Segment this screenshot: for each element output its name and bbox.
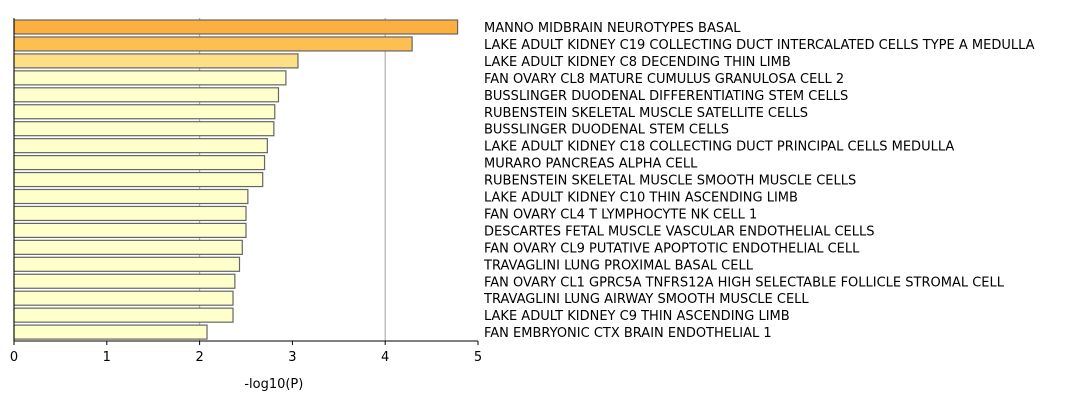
x-tick-label: 2 bbox=[195, 350, 203, 365]
bar bbox=[13, 104, 276, 120]
category-label: RUBENSTEIN SKELETAL MUSCLE SATELLITE CEL… bbox=[484, 106, 808, 121]
bar bbox=[13, 171, 264, 188]
category-label: TRAVAGLINI LUNG AIRWAY SMOOTH MUSCLE CEL… bbox=[483, 292, 809, 307]
bar bbox=[13, 70, 287, 86]
category-label: LAKE ADULT KIDNEY C10 THIN ASCENDING LIM… bbox=[484, 191, 798, 206]
bar bbox=[13, 121, 275, 137]
bar bbox=[13, 188, 249, 205]
category-label: DESCARTES FETAL MUSCLE VASCULAR ENDOTHEL… bbox=[484, 224, 875, 239]
category-label: FAN EMBRYONIC CTX BRAIN ENDOTHELIAL 1 bbox=[484, 326, 772, 341]
bar bbox=[13, 239, 243, 255]
bar bbox=[13, 256, 241, 272]
category-label: RUBENSTEIN SKELETAL MUSCLE SMOOTH MUSCLE… bbox=[484, 174, 856, 189]
bar bbox=[13, 324, 208, 340]
x-axis-ticks: 0 1 2 3 4 5 bbox=[10, 341, 482, 365]
bar bbox=[13, 290, 234, 306]
category-label: TRAVAGLINI LUNG PROXIMAL BASAL CELL bbox=[483, 258, 754, 273]
bar bbox=[13, 138, 268, 154]
category-label: LAKE ADULT KIDNEY C19 COLLECTING DUCT IN… bbox=[484, 38, 1035, 53]
y-axis-category-labels: MANNO MIDBRAIN NEUROTYPES BASAL LAKE ADUL… bbox=[483, 21, 1035, 341]
category-label: FAN OVARY CL4 T LYMPHOCYTE NK CELL 1 bbox=[484, 207, 757, 222]
x-tick-label: 0 bbox=[10, 350, 18, 365]
bar bbox=[13, 205, 247, 222]
bars bbox=[13, 19, 459, 340]
category-label: LAKE ADULT KIDNEY C9 THIN ASCENDING LIMB bbox=[484, 309, 790, 324]
category-label: LAKE ADULT KIDNEY C18 COLLECTING DUCT PR… bbox=[484, 140, 954, 155]
bar bbox=[13, 155, 266, 171]
category-label: FAN OVARY CL9 PUTATIVE APOPTOTIC ENDOTHE… bbox=[484, 241, 860, 256]
bar bbox=[13, 307, 234, 323]
category-label: BUSSLINGER DUODENAL STEM CELLS bbox=[484, 123, 729, 138]
bar bbox=[13, 19, 459, 35]
category-label: FAN OVARY CL1 GPRC5A TNFRS12A HIGH SELEC… bbox=[484, 275, 1005, 290]
x-axis-label: -log10(P) bbox=[244, 377, 303, 392]
bar bbox=[13, 222, 247, 238]
category-label: FAN OVARY CL8 MATURE CUMULUS GRANULOSA C… bbox=[484, 72, 844, 87]
category-label: MURARO PANCREAS ALPHA CELL bbox=[484, 157, 698, 172]
bar bbox=[13, 273, 236, 289]
x-tick-label: 5 bbox=[474, 350, 482, 365]
bar bbox=[13, 87, 280, 103]
category-label: LAKE ADULT KIDNEY C8 DECENDING THIN LIMB bbox=[484, 55, 791, 70]
bar bbox=[13, 36, 413, 52]
x-tick-label: 1 bbox=[103, 350, 111, 365]
category-label: MANNO MIDBRAIN NEUROTYPES BASAL bbox=[484, 21, 741, 36]
axes bbox=[13, 18, 478, 342]
x-tick-label: 3 bbox=[288, 350, 296, 365]
x-tick-label: 4 bbox=[381, 350, 389, 365]
category-label: BUSSLINGER DUODENAL DIFFERENTIATING STEM… bbox=[484, 89, 848, 104]
bar bbox=[13, 53, 299, 69]
